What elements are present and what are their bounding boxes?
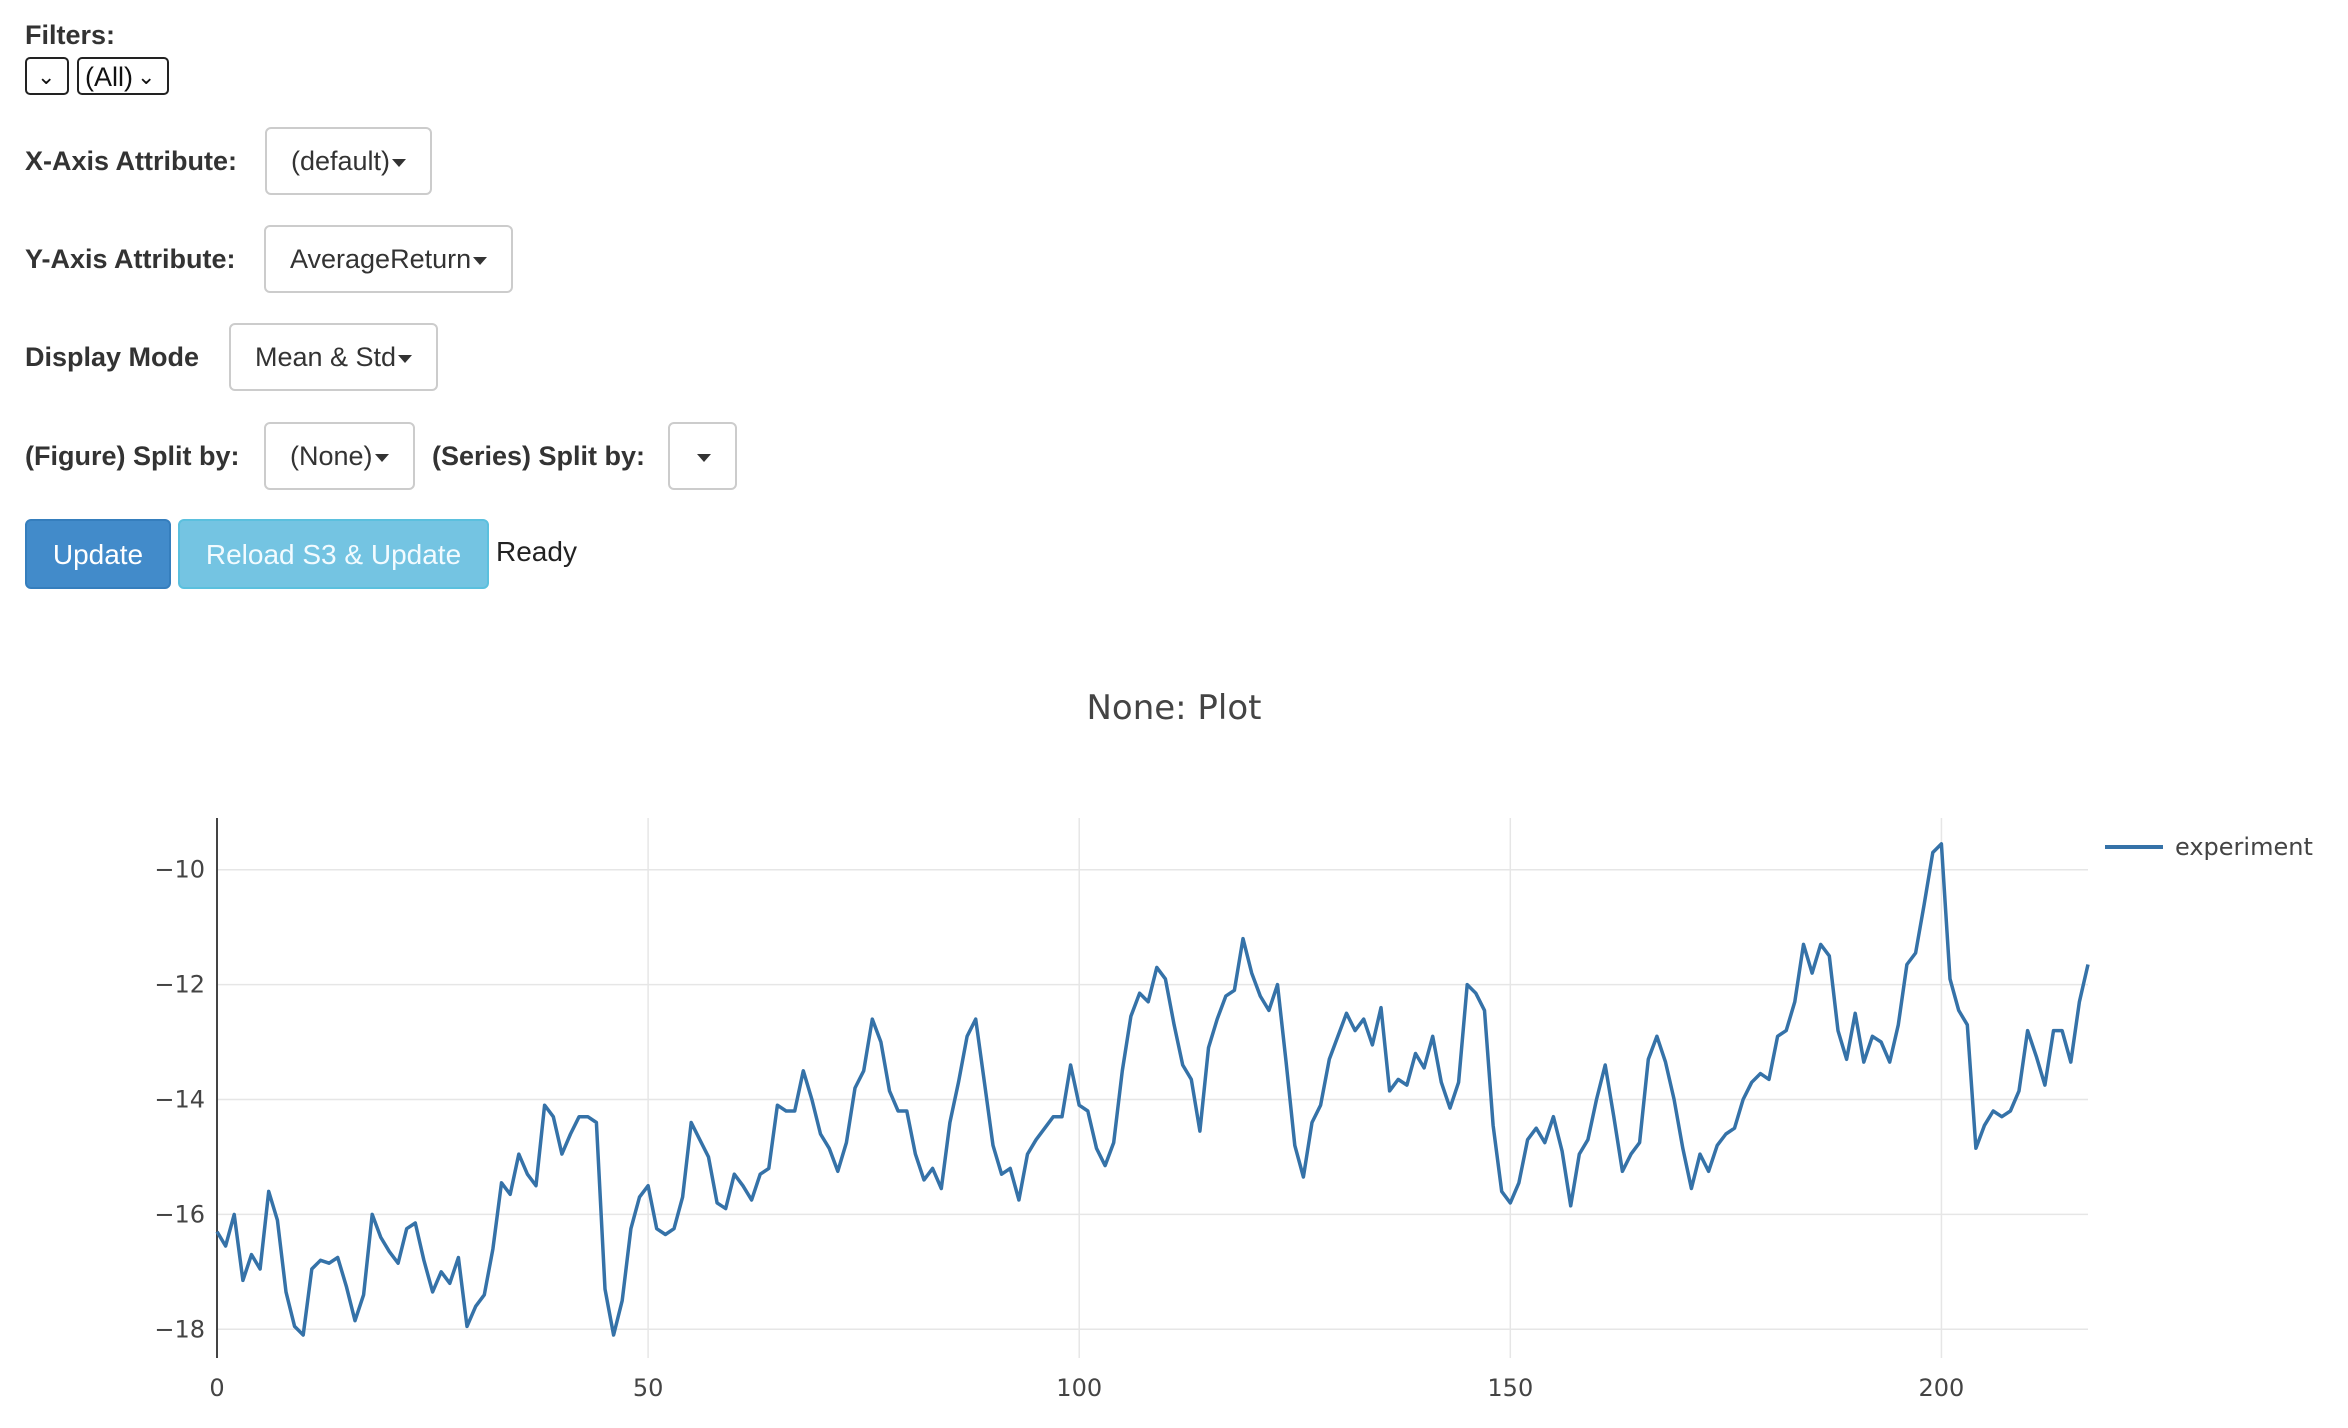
filters-label: Filters: xyxy=(25,20,116,50)
chart-axes: 0 50 100 150 200 −10 −12 −14 −16 −18 xyxy=(154,818,1964,1402)
filter-value-select[interactable]: (All) ⌄ xyxy=(77,57,169,95)
x-tick-label: 50 xyxy=(633,1374,664,1402)
y-axis-attribute-dropdown[interactable]: AverageReturn xyxy=(264,225,514,293)
x-tick-label: 150 xyxy=(1487,1374,1533,1402)
x-axis-attribute-value: (default) xyxy=(291,146,391,176)
x-tick-label: 100 xyxy=(1056,1374,1102,1402)
caret-down-icon xyxy=(392,158,407,167)
display-mode-dropdown[interactable]: Mean & Std xyxy=(229,323,439,391)
chart-series xyxy=(215,842,2090,1337)
series-split-dropdown[interactable] xyxy=(668,422,737,490)
display-mode-label: Display Mode xyxy=(25,342,200,372)
status-text: Ready xyxy=(496,536,577,567)
x-axis-attribute-label: X-Axis Attribute: xyxy=(25,146,238,176)
figure-split-dropdown[interactable]: (None) xyxy=(264,422,415,490)
reload-s3-update-button[interactable]: Reload S3 & Update xyxy=(178,519,489,589)
display-mode-value: Mean & Std xyxy=(255,342,397,372)
y-tick-label: −10 xyxy=(154,856,205,884)
series-split-label: (Series) Split by: xyxy=(432,441,646,471)
y-axis-attribute-label: Y-Axis Attribute: xyxy=(25,244,236,274)
chevron-down-icon: ⌄ xyxy=(37,64,56,89)
y-tick-label: −16 xyxy=(154,1200,205,1228)
x-tick-label: 200 xyxy=(1919,1374,1965,1402)
caret-down-icon xyxy=(398,354,413,363)
figure-split-value: (None) xyxy=(290,441,373,471)
chart-title: None: Plot xyxy=(1086,688,1262,728)
caret-down-icon xyxy=(473,256,488,265)
x-axis-attribute-dropdown[interactable]: (default) xyxy=(265,127,433,195)
line-chart: 0 50 100 150 200 −10 −12 −14 −16 −18 experiment xyxy=(154,818,2313,1402)
series-line-experiment xyxy=(215,842,2090,1337)
caret-down-icon xyxy=(696,453,711,462)
y-tick-label: −12 xyxy=(154,971,205,999)
x-tick-label: 0 xyxy=(209,1374,224,1402)
figure-split-label: (Figure) Split by: xyxy=(25,441,240,471)
y-tick-label: −18 xyxy=(154,1315,205,1343)
chart-legend: experiment xyxy=(2105,833,2313,861)
filter-key-select[interactable]: ⌄ xyxy=(25,57,69,95)
legend-label: experiment xyxy=(2175,833,2313,861)
filter-value-value: (All) xyxy=(85,62,133,92)
chevron-down-icon: ⌄ xyxy=(137,64,156,89)
update-button[interactable]: Update xyxy=(25,519,171,589)
y-axis-attribute-value: AverageReturn xyxy=(290,244,472,274)
y-tick-label: −14 xyxy=(154,1085,205,1113)
caret-down-icon xyxy=(374,453,389,462)
chart-grid xyxy=(217,818,2088,1358)
